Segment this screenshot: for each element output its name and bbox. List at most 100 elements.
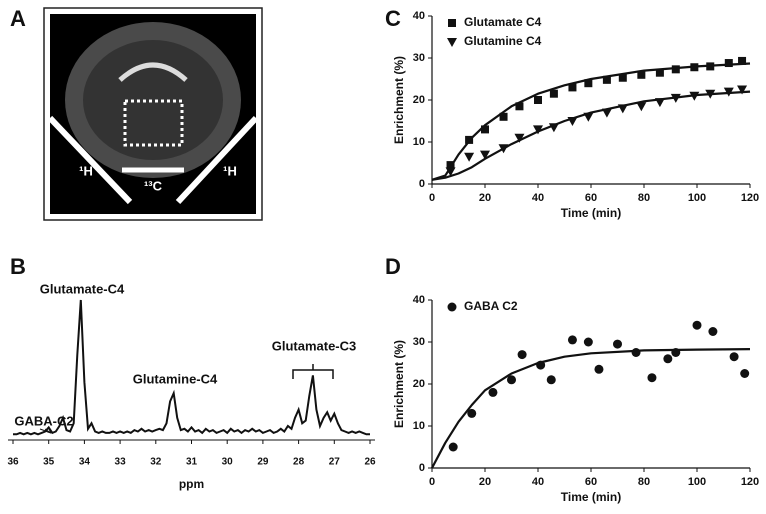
x-tick-label: 0 xyxy=(429,192,435,204)
panel-label: B xyxy=(10,254,26,279)
x-axis-label: Time (min) xyxy=(561,206,621,220)
annotation: Glutamate-C4 xyxy=(40,281,125,296)
marker xyxy=(723,87,734,97)
x-tick-label: 80 xyxy=(638,476,650,488)
brain-inner xyxy=(83,40,223,160)
legend-label: GABA C2 xyxy=(464,299,518,313)
marker xyxy=(583,337,593,347)
marker xyxy=(729,352,739,362)
marker xyxy=(548,123,559,133)
image-panel: A ¹H ¹³C ¹H xyxy=(10,6,263,221)
marker xyxy=(671,65,680,74)
arrow xyxy=(39,428,52,434)
x-tick-label: 34 xyxy=(79,457,91,468)
x-tick-label: 120 xyxy=(741,476,759,488)
y-tick-label: 20 xyxy=(413,94,425,106)
coil-label: ¹H xyxy=(79,163,93,178)
x-tick-label: 40 xyxy=(532,476,544,488)
marker xyxy=(567,117,578,126)
marker xyxy=(738,56,747,65)
annotation: Glutamate-C3 xyxy=(272,338,357,353)
coil xyxy=(47,115,133,205)
x-axis-label: Time (min) xyxy=(561,490,621,504)
y-tick-label: 0 xyxy=(419,178,425,190)
marker xyxy=(670,93,681,103)
x-tick-label: 40 xyxy=(532,192,544,204)
marker xyxy=(671,348,681,357)
marker xyxy=(654,98,665,108)
y-tick-label: 20 xyxy=(413,378,425,390)
x-tick-label: 35 xyxy=(43,457,55,468)
x-tick-label: 29 xyxy=(257,457,269,468)
marker xyxy=(689,91,700,101)
fit-curve xyxy=(431,62,751,181)
marker xyxy=(533,125,543,135)
marker xyxy=(663,354,673,364)
legend-marker xyxy=(448,19,456,27)
marker xyxy=(515,102,524,111)
legend-label: Glutamine C4 xyxy=(464,34,542,48)
x-tick-label: 0 xyxy=(429,476,435,488)
y-tick-label: 0 xyxy=(419,462,425,474)
x-tick-label: 28 xyxy=(293,457,305,468)
y-tick-label: 40 xyxy=(413,294,425,306)
spectrum xyxy=(13,299,370,436)
ventricle xyxy=(118,62,188,82)
x-tick-label: 20 xyxy=(479,192,491,204)
marker xyxy=(499,112,508,121)
marker xyxy=(708,327,718,336)
marker xyxy=(467,408,477,418)
y-tick-label: 30 xyxy=(413,336,425,348)
x-tick-label: 31 xyxy=(186,457,198,468)
coil xyxy=(175,115,259,205)
marker xyxy=(636,102,647,112)
panel-label: D xyxy=(385,254,401,279)
marker xyxy=(705,89,716,99)
legend-marker xyxy=(447,38,457,47)
marker xyxy=(480,150,490,160)
marker xyxy=(655,68,664,77)
x-tick-label: 60 xyxy=(585,192,597,204)
marker xyxy=(498,144,509,154)
marker xyxy=(534,96,542,104)
marker xyxy=(584,79,593,88)
marker xyxy=(465,135,474,144)
y-tick-label: 10 xyxy=(413,420,425,432)
x-tick-label: 26 xyxy=(364,457,376,468)
legend-label: Glutamate C4 xyxy=(464,15,542,29)
marker xyxy=(637,70,646,79)
y-tick-label: 40 xyxy=(413,10,425,22)
x-tick-label: 100 xyxy=(688,476,706,488)
marker xyxy=(517,350,527,360)
y-tick-label: 10 xyxy=(413,136,425,148)
x-tick-label: 120 xyxy=(741,192,759,204)
marker xyxy=(613,339,622,349)
coil-label: ¹H xyxy=(223,163,237,178)
marker xyxy=(690,63,699,72)
annotation: Glutamine-C4 xyxy=(133,371,218,386)
x-tick-label: 20 xyxy=(479,476,491,488)
x-tick-label: 36 xyxy=(7,457,19,468)
x-tick-label: 80 xyxy=(638,192,650,204)
marker xyxy=(514,133,525,143)
legend-marker xyxy=(447,302,457,312)
marker xyxy=(481,125,489,134)
x-tick-label: 30 xyxy=(222,457,234,468)
x-tick-label: 33 xyxy=(115,457,127,468)
marker xyxy=(445,167,456,177)
x-tick-label: 32 xyxy=(150,457,162,468)
fit-curve xyxy=(431,90,751,181)
panel-label: C xyxy=(385,6,401,31)
coil-label: ¹³C xyxy=(144,178,163,193)
marker xyxy=(536,360,546,370)
marker xyxy=(740,369,750,378)
marker xyxy=(737,85,748,95)
marker xyxy=(446,161,455,170)
marker xyxy=(568,83,577,92)
marker xyxy=(617,104,628,114)
marker xyxy=(549,89,558,98)
marker xyxy=(724,59,733,68)
marker xyxy=(507,375,516,385)
marker xyxy=(567,335,577,345)
